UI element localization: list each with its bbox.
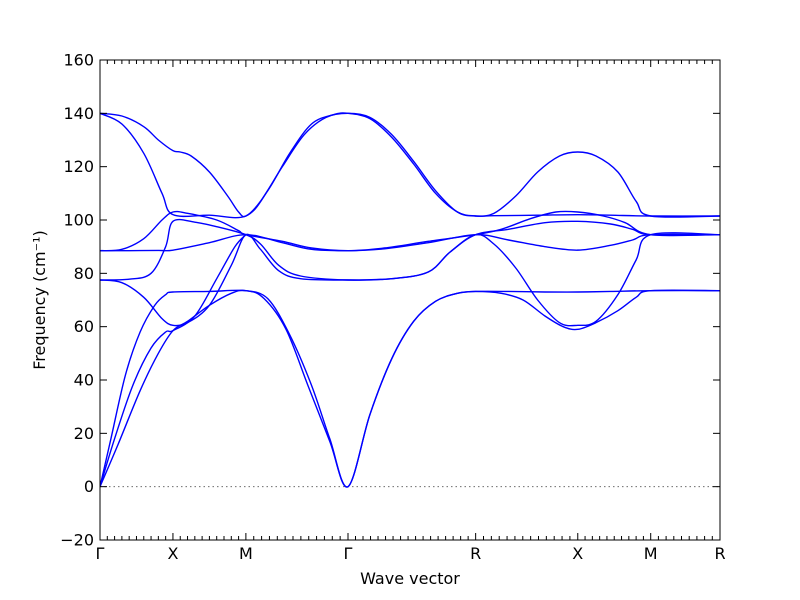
plot-frame xyxy=(99,59,721,541)
y-tick-label: 100 xyxy=(63,211,94,230)
y-tick-label: 160 xyxy=(63,51,94,70)
band-line-1 xyxy=(100,112,720,218)
axes: −20 0 20 40 60 80 100 120 140 160 Γ X M Γ R X M R xyxy=(60,51,725,564)
x-tick-label: R xyxy=(714,544,725,563)
frequency-bands xyxy=(100,112,720,488)
x-axis-label: Wave vector xyxy=(360,569,460,588)
band-line-6 xyxy=(100,232,720,327)
y-tick-label: 60 xyxy=(74,317,94,336)
x-tick-label: X xyxy=(167,544,178,563)
x-tick-label: M xyxy=(644,544,658,563)
band-line-9 xyxy=(100,234,247,487)
y-tick-label: 40 xyxy=(74,371,94,390)
band-line-5 xyxy=(100,218,720,281)
band-line-2 xyxy=(100,112,720,219)
y-tick-label: 80 xyxy=(74,264,94,283)
band-line-4 xyxy=(100,233,720,252)
y-tick-label: 140 xyxy=(63,104,94,123)
x-tick-label: Γ xyxy=(96,544,105,563)
x-tick-label: X xyxy=(572,544,583,563)
y-tick-label: 0 xyxy=(84,477,94,496)
x-tick-label: Γ xyxy=(344,544,353,563)
band-line-8 xyxy=(100,289,720,488)
x-tick-label: M xyxy=(239,544,253,563)
y-axis-label: Frequency (cm⁻¹) xyxy=(30,230,49,369)
y-tick-label: 120 xyxy=(63,157,94,176)
y-tick-label: 20 xyxy=(74,424,94,443)
y-tick-label: −20 xyxy=(60,531,94,550)
x-tick-label: R xyxy=(470,544,481,563)
